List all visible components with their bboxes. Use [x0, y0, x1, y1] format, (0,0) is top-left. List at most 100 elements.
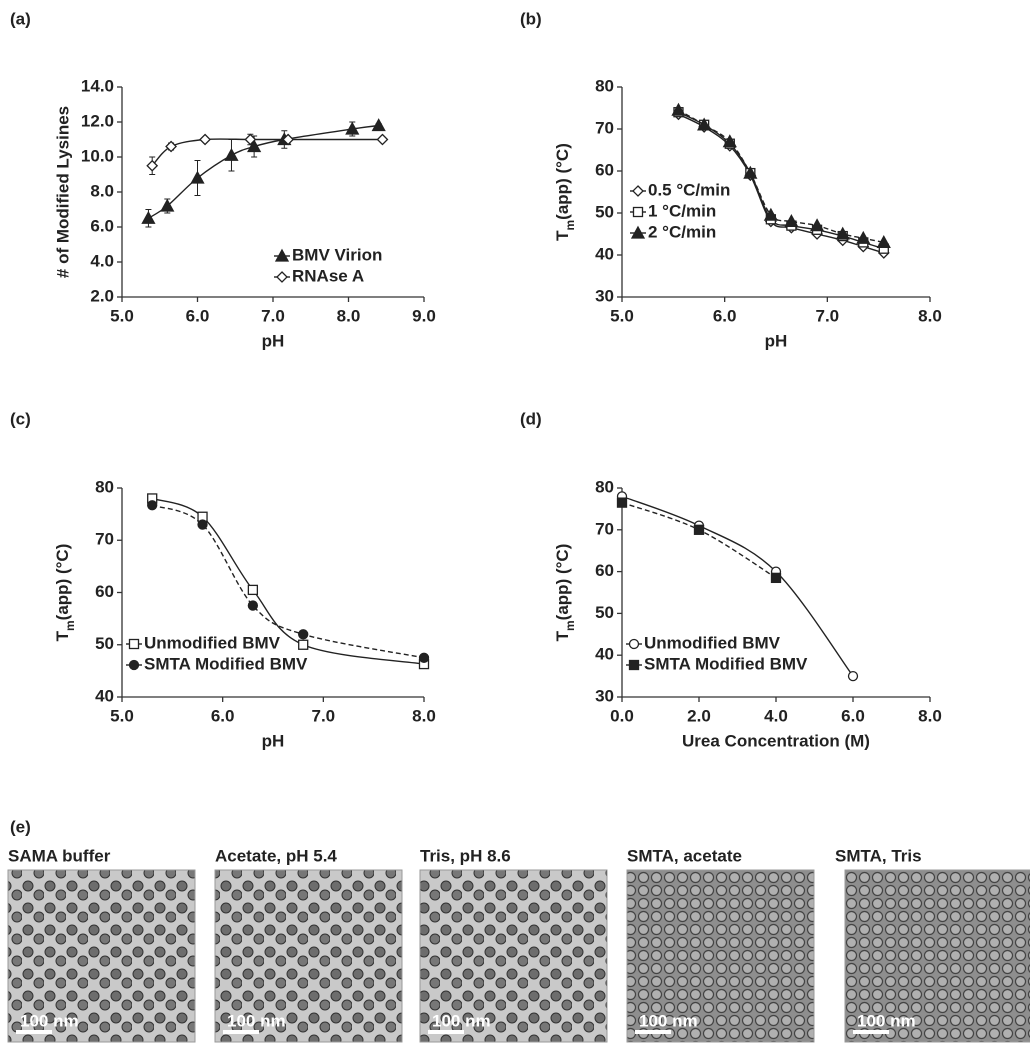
legend-label: BMV Virion	[292, 245, 382, 264]
y-axis-label: Tm(app) (°C)	[53, 544, 77, 642]
y-tick-label: 70	[595, 118, 614, 137]
x-axis-label: Urea Concentration (M)	[682, 731, 870, 750]
x-tick-label: 8.0	[918, 306, 942, 325]
y-tick-label: 4.0	[90, 251, 114, 270]
scale-bar-label: 100 nm	[639, 1011, 698, 1030]
legend-marker	[276, 271, 288, 283]
point	[247, 139, 262, 153]
point	[141, 210, 156, 224]
x-tick-label: 7.0	[261, 306, 285, 325]
point	[770, 572, 782, 584]
point	[722, 134, 737, 148]
y-axis-label: # of Modified Lysines	[53, 106, 72, 278]
y-tick-label: 60	[595, 160, 614, 179]
x-axis-label: pH	[262, 731, 285, 750]
point	[847, 670, 859, 682]
y-axis-label: Tm(app) (°C)	[553, 544, 577, 642]
y-tick-label: 50	[595, 202, 614, 221]
legend-marker	[628, 638, 640, 650]
x-tick-label: 4.0	[764, 706, 788, 725]
y-axis-label-part: m	[63, 620, 77, 631]
x-tick-label: 0.0	[610, 706, 634, 725]
y-tick-label: 8.0	[90, 181, 114, 200]
legend-label: SMTA Modified BMV	[144, 654, 308, 673]
x-tick-label: 6.0	[186, 306, 210, 325]
y-tick-label: 12.0	[81, 111, 114, 130]
scale-bar-label: 100 nm	[227, 1011, 286, 1030]
y-axis-label-part: (app) (°C)	[53, 544, 72, 621]
x-axis-label: pH	[765, 331, 788, 350]
legend-label: 0.5 °C/min	[648, 180, 730, 199]
y-axis-label-part: m	[563, 620, 577, 631]
x-tick-label: 8.0	[337, 306, 361, 325]
y-tick-label: 80	[95, 477, 114, 496]
x-tick-label: 6.0	[713, 306, 737, 325]
series-line	[621, 495, 854, 677]
scale-bar	[223, 1030, 259, 1034]
point	[743, 165, 758, 179]
scale-bar	[635, 1030, 671, 1034]
y-tick-label: 50	[95, 634, 114, 653]
scale-bar	[853, 1030, 889, 1034]
scale-bar-label: 100 nm	[20, 1011, 79, 1030]
point	[835, 226, 850, 240]
image-title: Acetate, pH 5.4	[215, 846, 337, 865]
y-tick-label: 50	[595, 603, 614, 622]
point	[371, 118, 386, 132]
y-tick-label: 2.0	[90, 286, 114, 305]
series-line	[151, 504, 425, 659]
y-axis-label: Tm(app) (°C)	[553, 143, 577, 241]
point	[693, 524, 705, 535]
legend-label: 1 °C/min	[648, 201, 716, 220]
point	[199, 133, 211, 146]
point	[616, 497, 628, 508]
x-tick-label: 6.0	[211, 706, 235, 725]
panel-label: (e)	[10, 817, 31, 836]
legend-marker	[128, 638, 140, 650]
legend-marker	[128, 659, 140, 671]
point	[224, 147, 239, 161]
y-tick-label: 40	[595, 244, 614, 263]
y-axis-label-part: (app) (°C)	[553, 544, 572, 621]
point	[247, 584, 259, 596]
y-axis-label-part: T	[53, 630, 72, 641]
point	[809, 218, 825, 232]
y-tick-label: 60	[95, 582, 114, 601]
legend-label: Unmodified BMV	[144, 633, 281, 652]
y-tick-label: 30	[595, 686, 614, 705]
x-tick-label: 7.0	[312, 706, 336, 725]
y-tick-label: 60	[595, 561, 614, 580]
legend-label: RNAse A	[292, 266, 364, 285]
point	[244, 133, 257, 146]
y-tick-label: 80	[595, 76, 614, 95]
series-line	[621, 501, 777, 579]
y-tick-label: 70	[595, 519, 614, 538]
series-line	[678, 111, 885, 250]
point	[856, 230, 871, 244]
y-tick-label: 40	[95, 686, 114, 705]
micrograph	[7, 869, 196, 1043]
x-tick-label: 5.0	[110, 306, 134, 325]
scale-bar-label: 100 nm	[432, 1011, 491, 1030]
legend-marker	[628, 659, 640, 671]
micrograph	[419, 869, 608, 1043]
x-tick-label: 7.0	[816, 306, 840, 325]
point	[147, 500, 158, 511]
point	[298, 629, 309, 640]
point	[298, 639, 309, 650]
legend-marker	[274, 248, 290, 262]
scale-bar-label: 100 nm	[857, 1011, 916, 1030]
image-title: SMTA, Tris	[835, 846, 922, 865]
series-line	[678, 109, 884, 244]
image-title: Tris, pH 8.6	[420, 846, 511, 865]
point	[282, 133, 295, 146]
x-axis-label: pH	[262, 331, 285, 350]
point	[418, 652, 430, 663]
x-tick-label: 2.0	[687, 706, 711, 725]
x-tick-label: 5.0	[110, 706, 134, 725]
point	[165, 140, 177, 153]
panel-label: (b)	[520, 9, 542, 28]
x-tick-label: 6.0	[841, 706, 865, 725]
image-title: SMTA, acetate	[627, 846, 742, 865]
